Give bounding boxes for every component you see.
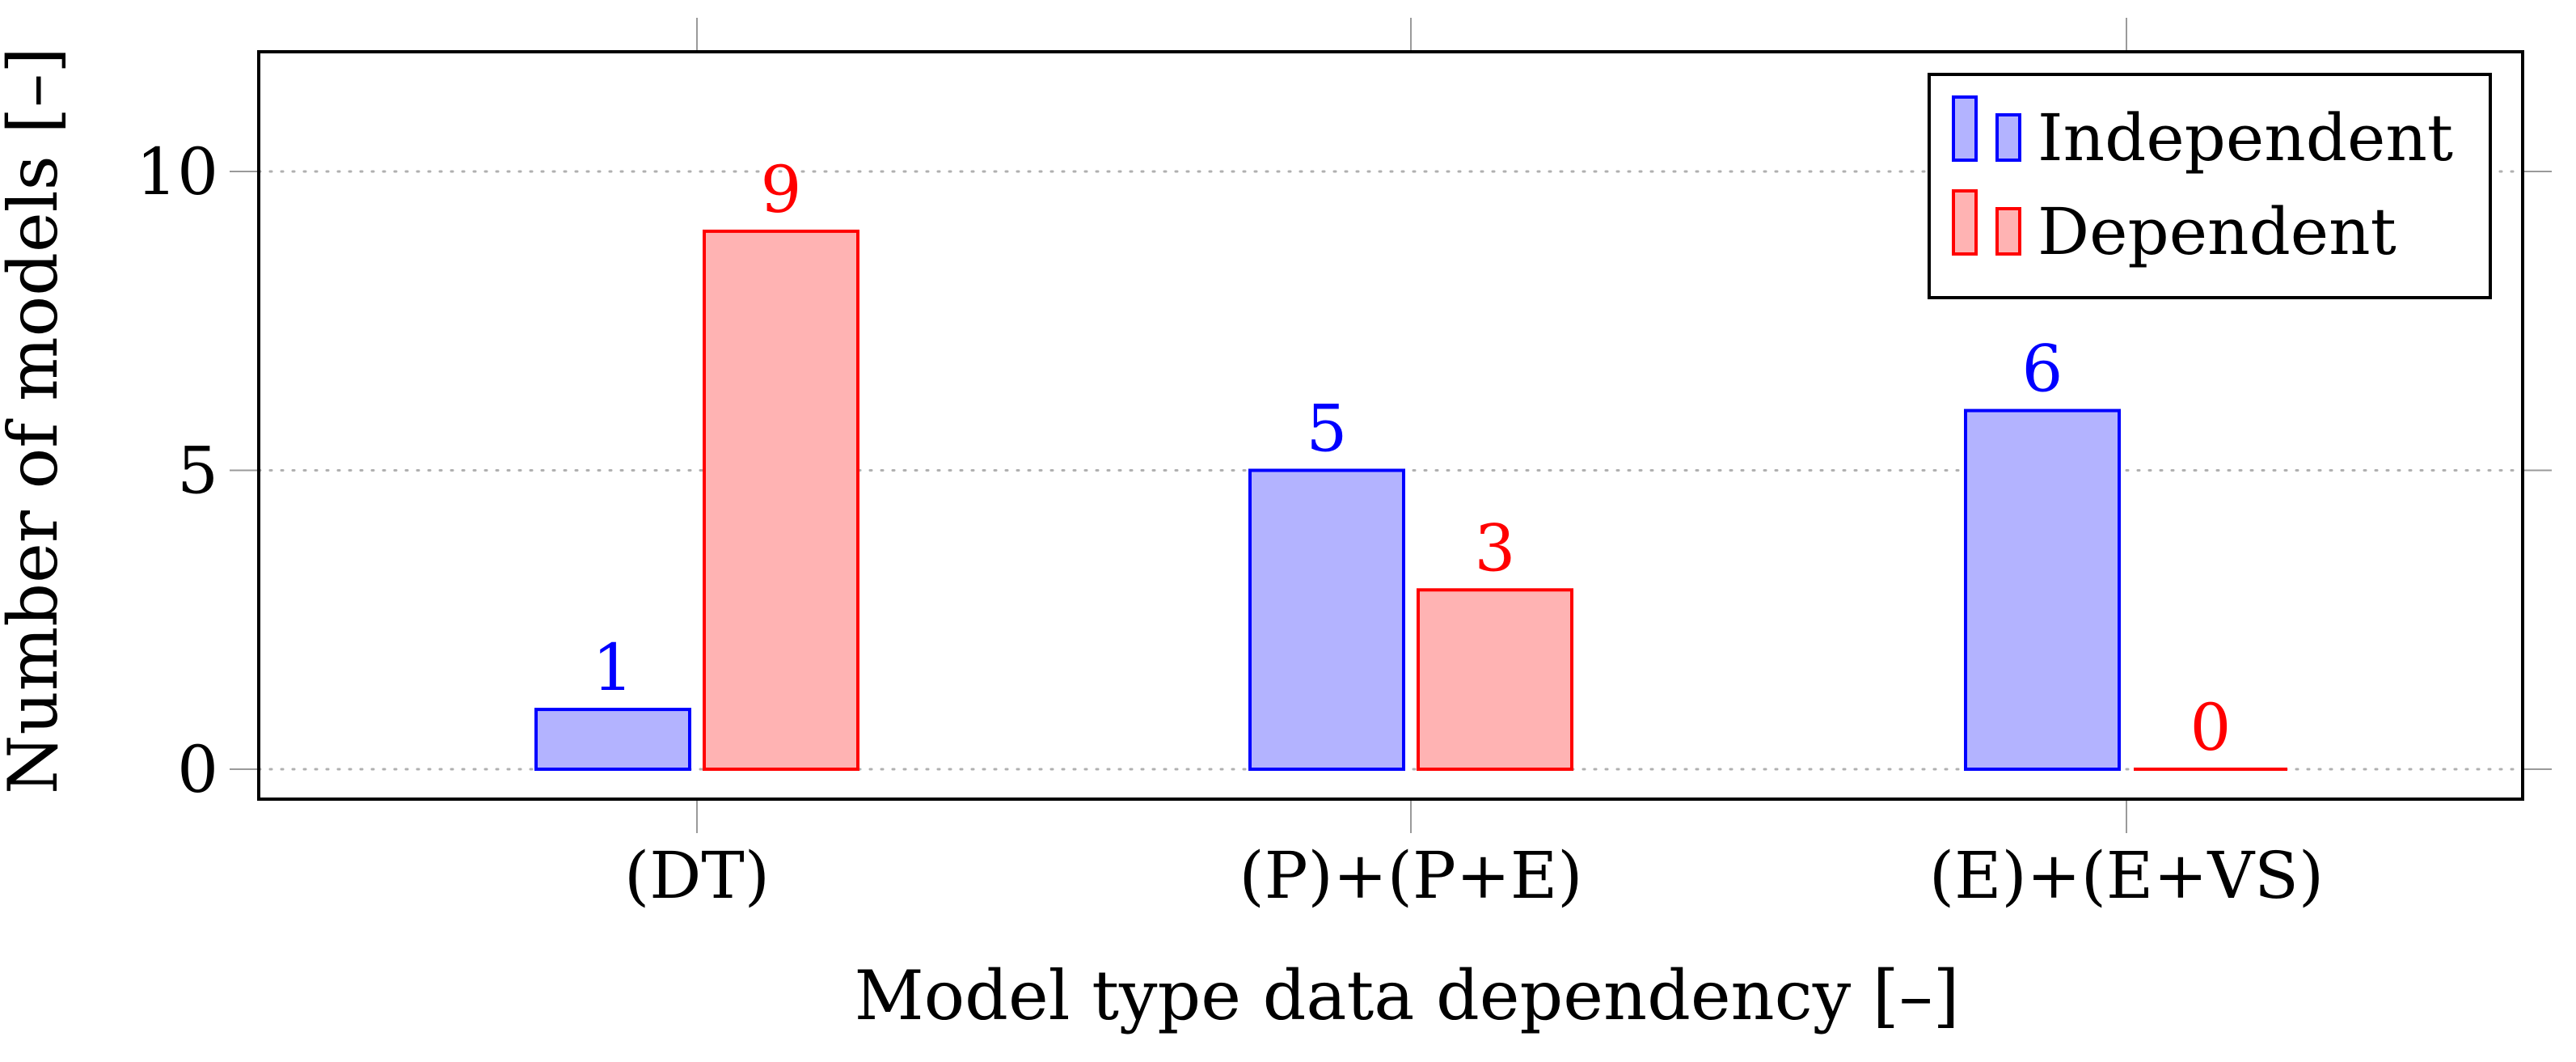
data-label: 0 bbox=[2190, 690, 2232, 765]
y-tick-label: 0 bbox=[177, 732, 218, 807]
x-axis-title: Model type data dependency [–] bbox=[855, 956, 1960, 1035]
bar-independent-2 bbox=[1964, 408, 2121, 771]
legend: Independent Dependent bbox=[1928, 73, 2492, 299]
legend-swatch bbox=[1995, 207, 2021, 256]
data-label: 5 bbox=[1307, 391, 1348, 467]
legend-entry-label: Dependent bbox=[2038, 194, 2397, 269]
data-labels: 1 9 5 3 6 0 bbox=[593, 152, 2232, 765]
legend-entry-label: Independent bbox=[2038, 100, 2453, 176]
bar-dependent-1 bbox=[1417, 588, 1573, 771]
plot-frame bbox=[257, 50, 2524, 801]
y-tick-label: 10 bbox=[136, 134, 218, 209]
bar-independent-1 bbox=[1248, 468, 1405, 771]
bar-dependent-0 bbox=[703, 229, 859, 771]
data-label: 3 bbox=[1475, 510, 1516, 586]
bars bbox=[534, 229, 2287, 771]
bar-independent-0 bbox=[534, 708, 691, 771]
legend-swatch bbox=[1952, 95, 1978, 162]
x-tick-label: (E)+(E+VS) bbox=[1929, 838, 2324, 913]
data-label: 6 bbox=[2022, 332, 2063, 407]
legend-swatch bbox=[1952, 189, 1978, 256]
x-tick-label: (DT) bbox=[624, 838, 770, 913]
x-tick-label: (P)+(P+E) bbox=[1239, 838, 1583, 913]
legend-swatch bbox=[1995, 113, 2021, 162]
data-label: 9 bbox=[761, 152, 802, 227]
data-label: 1 bbox=[593, 630, 634, 705]
legend-box bbox=[1928, 73, 2492, 299]
y-tick-label: 5 bbox=[177, 434, 218, 509]
y-axis-title: Number of models [–] bbox=[0, 47, 73, 794]
